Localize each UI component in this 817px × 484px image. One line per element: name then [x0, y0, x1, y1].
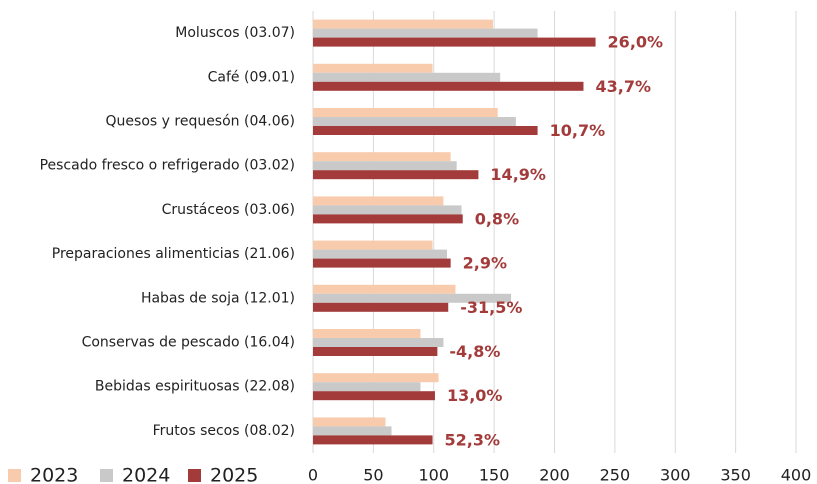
- bar: [313, 81, 584, 91]
- bar: [313, 338, 444, 347]
- bar: [313, 347, 438, 356]
- legend-label: 2025: [210, 465, 258, 484]
- bar: [313, 196, 444, 206]
- y-tick-label: Frutos secos (08.02): [153, 423, 295, 439]
- annotation: -31,5%: [460, 298, 522, 317]
- annotation: 43,7%: [595, 77, 651, 96]
- y-tick-label: Café (09.01): [208, 69, 295, 85]
- legend-swatch: [8, 469, 21, 482]
- bar: [313, 391, 435, 401]
- bar: [313, 161, 457, 171]
- legend-swatch: [188, 469, 201, 482]
- y-tick-label: Crustáceos (03.06): [162, 202, 295, 218]
- x-tick-label: 50: [363, 466, 383, 484]
- annotation: 0,8%: [475, 209, 519, 228]
- bar: [313, 249, 448, 259]
- bar: [313, 214, 463, 224]
- bar: [313, 108, 498, 117]
- legend-swatch: [100, 469, 113, 482]
- bar: [313, 373, 439, 383]
- bar: [313, 37, 596, 47]
- y-tick-label: Bebidas espirituosas (22.08): [95, 379, 295, 395]
- bar: [313, 382, 421, 392]
- x-tick-label: 350: [720, 466, 751, 484]
- y-tick-label: Quesos y requesón (04.06): [106, 114, 295, 130]
- x-tick-label: 250: [600, 466, 631, 484]
- bar: [313, 258, 451, 268]
- bar: [313, 28, 538, 38]
- bar: [313, 63, 433, 73]
- x-tick-label: 300: [660, 466, 691, 484]
- annotation: 2,9%: [463, 254, 507, 273]
- bar: [313, 302, 449, 312]
- bar: [313, 417, 386, 427]
- bar: [313, 152, 451, 162]
- x-tick-label: 400: [781, 466, 812, 484]
- bar: [313, 284, 456, 294]
- bar: [313, 170, 479, 180]
- annotation: 14,9%: [490, 165, 546, 184]
- bar: [313, 435, 433, 445]
- y-tick-label: Preparaciones alimenticias (21.06): [52, 246, 295, 262]
- annotation: 13,0%: [447, 386, 503, 405]
- bar: [313, 72, 501, 82]
- annotation: -4,8%: [449, 342, 500, 361]
- bar: [313, 117, 516, 126]
- legend-label: 2024: [122, 465, 170, 484]
- y-tick-label: Habas de soja (12.01): [141, 290, 295, 306]
- annotation: 26,0%: [608, 33, 664, 52]
- annotation: 52,3%: [445, 430, 501, 449]
- y-tick-label: Moluscos (03.07): [175, 25, 295, 41]
- x-tick-label: 0: [308, 466, 318, 484]
- y-tick-label: Pescado fresco o refrigerado (03.02): [40, 158, 295, 174]
- bar: [313, 19, 493, 29]
- x-tick-label: 100: [418, 466, 449, 484]
- bar: [313, 329, 421, 338]
- legend-label: 2023: [30, 465, 78, 484]
- bar: [313, 126, 538, 135]
- bar: [313, 240, 433, 250]
- x-tick-label: 150: [479, 466, 510, 484]
- annotation: 10,7%: [550, 121, 606, 140]
- x-tick-label: 200: [539, 466, 570, 484]
- y-tick-label: Conservas de pescado (16.04): [82, 335, 295, 351]
- bar: [313, 426, 392, 436]
- bar: [313, 293, 512, 303]
- bar: [313, 205, 462, 215]
